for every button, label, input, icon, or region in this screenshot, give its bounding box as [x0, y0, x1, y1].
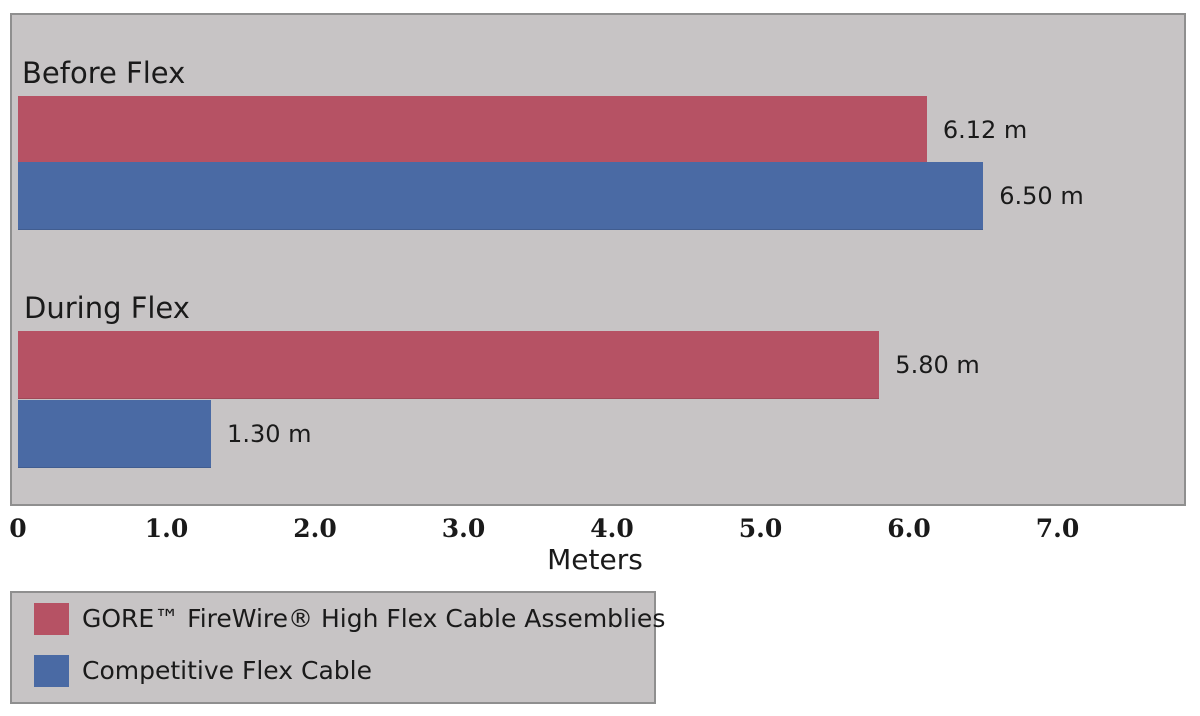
x-tick-label: 3.0 — [441, 514, 486, 543]
data-label-competitive-before-flex: 6.50 m — [999, 182, 1084, 210]
data-label-gore-before-flex: 6.12 m — [942, 116, 1028, 144]
bar-gore-during-flex — [18, 331, 880, 399]
x-tick-label: 7.0 — [1035, 514, 1080, 543]
x-axis-title: Meters — [547, 543, 643, 576]
plot-area: Before Flex During Flex 6.12 m 6.50 m 5.… — [10, 13, 1186, 506]
x-tick-label: 5.0 — [738, 514, 783, 543]
x-tick-label: 1.0 — [144, 514, 189, 543]
data-label-competitive-during-flex: 1.30 m — [227, 420, 312, 448]
data-label-gore-during-flex: 5.80 m — [895, 351, 980, 379]
bar-competitive-before-flex — [18, 162, 984, 230]
legend-label-gore: GORE™ FireWire® High Flex Cable Assembli… — [82, 604, 666, 633]
bar-gore-before-flex — [18, 96, 927, 164]
x-tick-label: 0 — [9, 514, 27, 543]
category-label-before-flex: Before Flex — [22, 56, 186, 90]
x-tick-label: 4.0 — [590, 514, 634, 543]
legend-swatch-competitive — [34, 655, 69, 687]
x-tick-label: 2.0 — [293, 514, 337, 543]
bar-competitive-during-flex — [18, 400, 212, 468]
legend: GORE™ FireWire® High Flex Cable Assembli… — [10, 591, 665, 704]
x-tick-label: 6.0 — [887, 514, 931, 543]
legend-swatch-gore — [34, 603, 69, 635]
legend-label-competitive: Competitive Flex Cable — [82, 656, 372, 685]
category-label-during-flex: During Flex — [24, 291, 190, 325]
